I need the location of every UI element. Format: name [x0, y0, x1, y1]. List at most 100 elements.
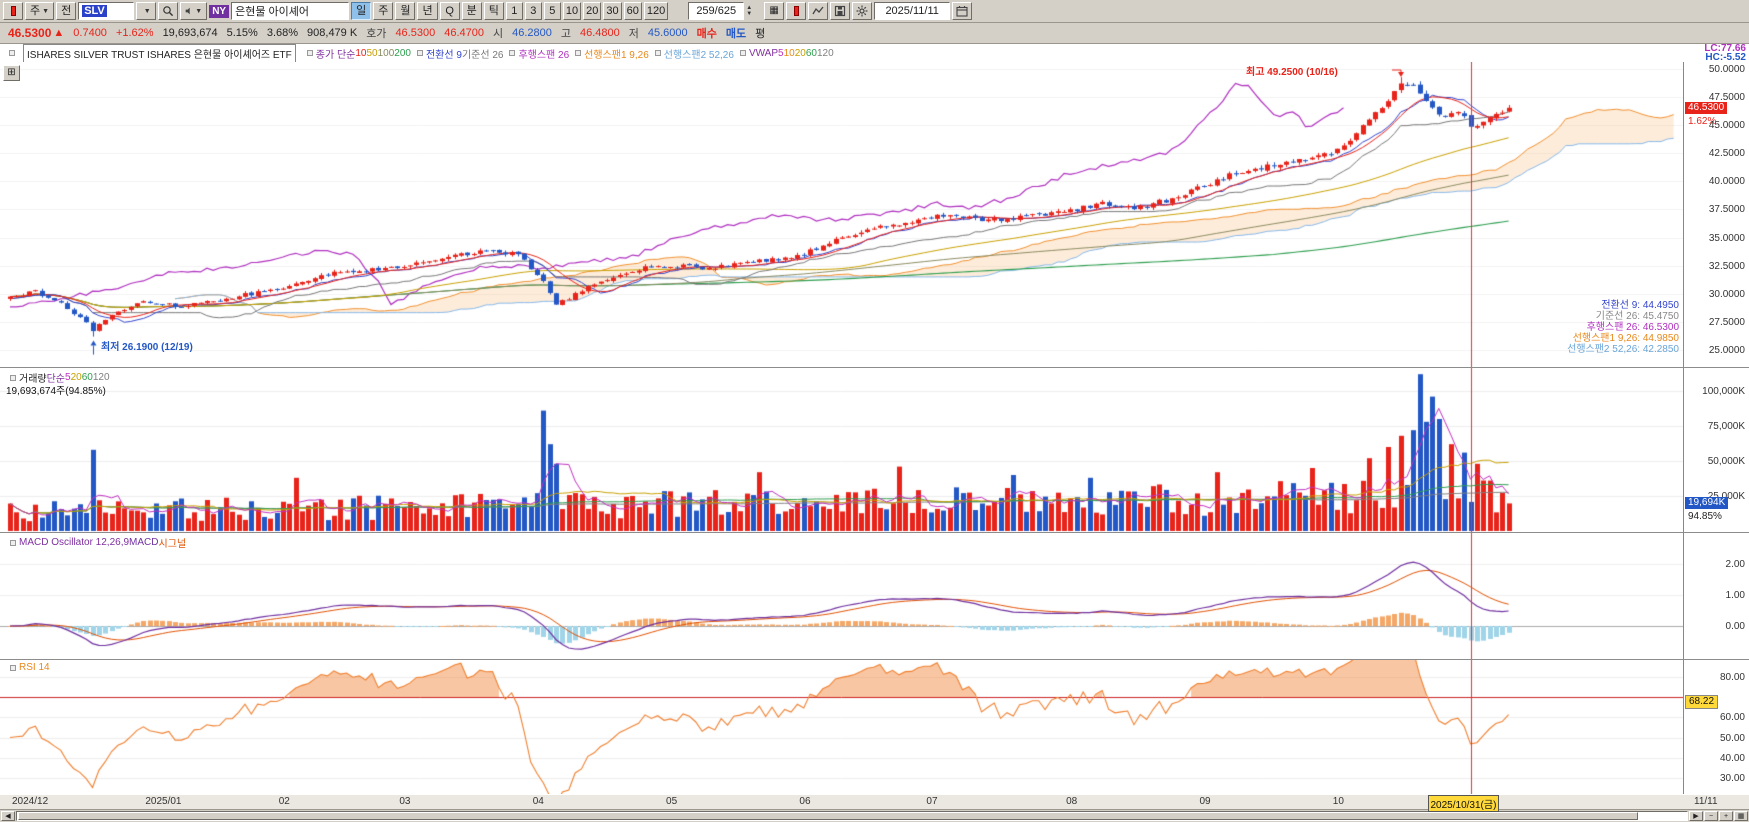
x-axis-label: 08	[1066, 796, 1077, 807]
legend-bullet-icon	[307, 50, 313, 56]
save-chart-button[interactable]	[830, 2, 850, 20]
symbol-search-button[interactable]	[158, 2, 178, 20]
volume-chart-canvas[interactable]	[0, 368, 1683, 532]
lc-hc-values: LC:77.66 HC:-5.52	[1704, 44, 1746, 62]
scroll-right-button[interactable]: ▶	[1689, 811, 1703, 821]
grid-view-button[interactable]: ▦	[764, 2, 784, 20]
y-axis-label: 30.0000	[1709, 289, 1745, 300]
y-axis-label: 42.5000	[1709, 148, 1745, 159]
speaker-icon	[185, 5, 193, 17]
interval-1-button[interactable]: 1	[506, 2, 523, 20]
period-week-button[interactable]: 주	[373, 2, 393, 20]
minute-button[interactable]: 분	[462, 2, 482, 20]
legend-item: 100	[378, 48, 395, 59]
calendar-button[interactable]	[952, 2, 972, 20]
interval-3-button[interactable]: 3	[525, 2, 542, 20]
hc-value: HC:-5.52	[1704, 53, 1746, 62]
legend-bullet-icon	[655, 50, 661, 56]
legend-item: 60	[806, 48, 817, 59]
q-button[interactable]: Q	[440, 2, 460, 20]
pane-grid-button[interactable]: ⊞	[3, 65, 20, 81]
buy-tab[interactable]: 매수	[697, 25, 717, 41]
current-change-percent: 1.62%	[1688, 116, 1716, 127]
low-price: 45.6000	[648, 27, 688, 39]
ichimoku-values: 전환선 9: 44.4950기준선 26: 45.4750후행스팬 26: 46…	[1567, 300, 1679, 355]
y-axis-label: 35.0000	[1709, 233, 1745, 244]
market-combo[interactable]: 주 ▼	[25, 2, 54, 20]
main-plot: ⊞ 최고 49.2500 (10/16) 최저 26.1900 (12/19) …	[0, 62, 1749, 367]
symbol-info-button[interactable]	[3, 2, 23, 20]
volume-axis[interactable]: 19,694K 94.85% 100,000K75,000K50,000K25,…	[1683, 368, 1749, 532]
legend-bullet-icon	[10, 665, 16, 671]
rsi-chart-canvas[interactable]	[0, 660, 1683, 794]
chevron-down-icon: ▼	[42, 8, 49, 15]
turnover-rate: 5.15%	[227, 27, 258, 39]
scrollbar-track[interactable]	[16, 811, 1688, 821]
low-label: 저	[629, 25, 639, 41]
chart-area: ISHARES SILVER TRUST ISHARES 은현물 아이셰어즈 E…	[0, 44, 1749, 822]
multi-chart-button[interactable]: ▦	[1734, 811, 1748, 821]
y-axis-label: 2.00	[1726, 559, 1745, 570]
rsi-value-badge: 68.22	[1685, 695, 1718, 709]
interval-20-button[interactable]: 20	[583, 2, 601, 20]
rsi-axis[interactable]: 68.22 80.0060.0050.0040.0030.00	[1683, 660, 1749, 794]
interval-5-button[interactable]: 5	[544, 2, 561, 20]
rsi-legend: RSI 14	[4, 662, 50, 673]
macd-axis[interactable]: 2.001.000.00	[1683, 533, 1749, 659]
period-day-button[interactable]: 일	[351, 2, 371, 20]
symbol-title: ISHARES SILVER TRUST ISHARES 은현물 아이셰어즈 E…	[23, 44, 296, 63]
line-style-button[interactable]	[808, 2, 828, 20]
x-axis-label: 03	[399, 796, 410, 807]
tick-button[interactable]: 틱	[484, 2, 504, 20]
avg-tab[interactable]: 평	[755, 25, 765, 41]
x-axis-label: 04	[533, 796, 544, 807]
main-chart-panel: ISHARES SILVER TRUST ISHARES 은현물 아이셰어즈 E…	[0, 44, 1749, 368]
top-toolbar: 주 ▼ 전 SLV ▼ ▼ NY 은현물 아이셰어 일 주 월 년 Q 분 틱 …	[0, 0, 1749, 23]
y-axis-label: 50.0000	[1709, 64, 1745, 75]
grid-icon: ▦	[1738, 813, 1745, 820]
zoom-out-button[interactable]: −	[1704, 811, 1718, 821]
y-axis-label: 80.00	[1720, 672, 1745, 683]
x-axis-label: 09	[1199, 796, 1210, 807]
volume-badge: 19,694K	[1685, 497, 1728, 509]
sell-tab[interactable]: 매도	[726, 25, 746, 41]
jeon-button[interactable]: 전	[56, 2, 76, 20]
ticker-input[interactable]: SLV	[78, 2, 134, 20]
high-annotation: 최고 49.2500 (10/16)	[1246, 63, 1338, 78]
date-input[interactable]: 2025/11/11	[874, 2, 950, 20]
indicator-value-label: 후행스팬 26: 46.5300	[1567, 322, 1679, 333]
open-price: 46.2800	[512, 27, 552, 39]
interval-120-button[interactable]: 120	[644, 2, 668, 20]
x-axis-end-label: 11/11	[1694, 796, 1718, 807]
x-axis-label: 2024/12	[12, 796, 48, 807]
candlestick-icon	[794, 6, 799, 16]
volume-value: 19,693,674	[163, 27, 218, 39]
scrollbar-thumb[interactable]	[18, 812, 1638, 820]
interval-10-button[interactable]: 10	[563, 2, 581, 20]
period-month-button[interactable]: 월	[395, 2, 415, 20]
ratio-value: 3.68%	[267, 27, 298, 39]
indicator-value-label: 전환선 9: 44.4950	[1567, 300, 1679, 311]
bar-count-spinner[interactable]: ▲ ▼	[746, 5, 752, 17]
low-annotation: 최저 26.1900 (12/19)	[101, 338, 193, 353]
candle-icon	[11, 6, 16, 16]
stock-name-input[interactable]: 은현물 아이셰어	[231, 2, 349, 20]
main-price-axis[interactable]: 46.5300 1.62% 50.000047.500045.000042.50…	[1683, 62, 1749, 367]
price-chart-canvas[interactable]	[0, 62, 1683, 367]
zigzag-line-icon	[812, 5, 824, 17]
y-axis-label: 1.00	[1726, 590, 1745, 601]
chevron-down-icon: ▼	[195, 8, 202, 15]
candle-style-button[interactable]	[786, 2, 806, 20]
ticker-dropdown-button[interactable]: ▼	[136, 2, 156, 20]
chart-settings-button[interactable]	[852, 2, 872, 20]
period-year-button[interactable]: 년	[417, 2, 437, 20]
zoom-in-button[interactable]: +	[1719, 811, 1733, 821]
last-price: 46.5300	[8, 26, 51, 40]
scroll-right-icon: ▶	[1693, 813, 1698, 820]
interval-30-button[interactable]: 30	[603, 2, 621, 20]
interval-60-button[interactable]: 60	[624, 2, 642, 20]
macd-chart-canvas[interactable]	[0, 533, 1683, 659]
scroll-left-button[interactable]: ◀	[1, 811, 15, 821]
sound-button[interactable]: ▼	[180, 2, 207, 20]
bid-price: 46.4700	[444, 27, 484, 39]
